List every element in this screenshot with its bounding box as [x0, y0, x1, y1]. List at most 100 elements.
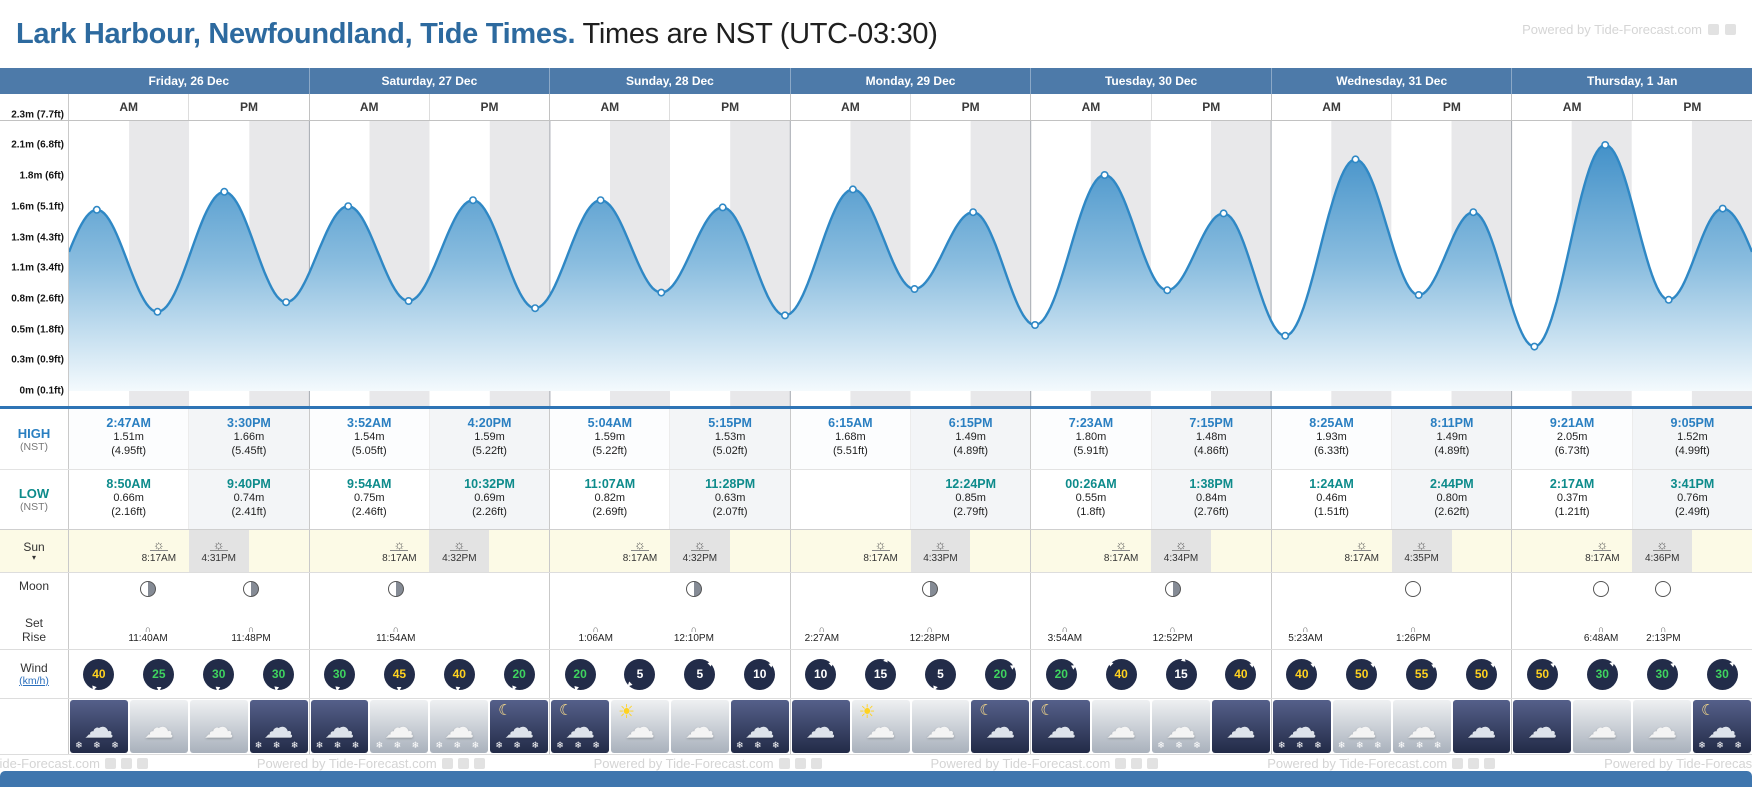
high-tide-time: 5:15PM	[708, 416, 752, 430]
low-tide-time: 2:17AM	[1549, 477, 1595, 491]
footer-watermark[interactable]: Powered by Tide-Forecast.com	[0, 756, 148, 771]
sun-row-label: Sun ▾	[0, 530, 69, 572]
moon-set-rise-time: ∩ 2:27AM	[805, 624, 839, 645]
snow-icon: ❄ ❄ ❄	[315, 740, 364, 750]
wind-direction-arrow: ▲	[88, 682, 99, 695]
wind-speed-badge: 50 ▲	[1466, 658, 1499, 690]
cloud-icon: ☁	[744, 711, 775, 745]
snow-icon: ❄ ❄ ❄	[1157, 740, 1205, 750]
weather-day: ☁ ☀ ☁ ☁ ☾ ☁	[791, 699, 1032, 754]
low-tide-cell: 8:50AM 0.66m (2.16ft)	[69, 470, 190, 529]
low-tide-time: 10:32PM	[464, 477, 515, 491]
cloud-icon: ☁	[504, 711, 535, 745]
high-tide-height-m: 1.80m	[1075, 431, 1107, 443]
ampm-day-group: AM PM	[69, 94, 310, 120]
wind-speed-badge: 15 ▲	[865, 654, 897, 690]
high-tide-time: 5:04AM	[587, 416, 633, 430]
wind-speed-value: 20	[512, 667, 526, 681]
high-tide-height-ft: (6.33ft)	[1314, 445, 1349, 458]
high-label: HIGH	[17, 425, 51, 441]
low-tide-time: 12:24PM	[945, 477, 997, 491]
wind-direction-arrow: ▲	[1367, 658, 1380, 670]
ampm-day-group: AM PM	[1512, 94, 1752, 120]
high-tide-cell: 6:15PM 1.49m (4.89ft)	[911, 409, 1031, 469]
low-tide-time: 1:24AM	[1309, 477, 1354, 491]
low-tide-cell: 1:38PM 0.84m (2.76ft)	[1151, 470, 1271, 529]
footer-watermark-text: Powered by Tide-Forecast.com	[1267, 756, 1448, 771]
cloud-icon: ☁	[1707, 711, 1738, 745]
weather-day: ☾ ☁ ☁ ☁ ❄ ❄ ❄ ☁	[1031, 699, 1272, 754]
moon-arc-icon: ∩	[1061, 624, 1069, 634]
high-tide-cell: 8:25AM 1.93m (6.33ft)	[1272, 409, 1393, 469]
high-tide-time: 3:52AM	[346, 416, 392, 430]
tide-extreme-point	[531, 304, 540, 313]
low-tide-height-m: 0.80m	[1436, 492, 1468, 504]
wind-speed-badge: 15 ▲	[1165, 654, 1197, 690]
high-tide-time: 9:21AM	[1549, 416, 1595, 430]
cloud-icon: ☁	[1527, 711, 1558, 745]
moon-time-label: 2:13PM	[1646, 633, 1681, 644]
cloud-icon: ☁	[444, 711, 475, 745]
high-tide-height-ft: (4.89ft)	[953, 445, 989, 458]
high-tide-height-ft: (4.86ft)	[1193, 445, 1229, 458]
watermark-icon	[1708, 24, 1719, 35]
wind-speed-badge: 10 ▲	[805, 657, 838, 690]
footer-watermark[interactable]: Powered by Tide-Forecast.com	[257, 756, 485, 771]
footer-watermark[interactable]: Powered by Tide-Forecast.com	[1267, 756, 1496, 771]
low-tide-time: 9:40PM	[227, 477, 271, 491]
ampm-header-row: AM PM AM PM AM PM AM PM AM PM AM PM AM PM	[0, 94, 1752, 121]
weather-icon-cloud-snow: ☁ ❄ ❄ ❄	[1152, 700, 1210, 753]
cloud-icon: ☁	[324, 711, 355, 745]
moon-time-label: 11:48PM	[231, 633, 271, 644]
footer-watermark[interactable]: Powered by Tide-Forecast.com	[594, 756, 822, 771]
wind-direction-arrow: ▲	[1548, 658, 1561, 670]
moon-set-rise-time: ∩ 5:23AM	[1288, 625, 1322, 645]
high-tide-height-ft: (4.99ft)	[1674, 445, 1710, 458]
sunrise-icon: ☼	[149, 538, 168, 551]
wind-speed-badge: 5 ▲	[684, 657, 717, 690]
sunset-cell: ☼ 4:31PM	[188, 530, 249, 572]
high-tide-time: 6:15PM	[948, 416, 993, 430]
wind-row-label: Wind (km/h)	[0, 650, 69, 698]
weather-icon-cloud: ☁	[189, 700, 248, 753]
footer-watermark-text: Powered by Tide-Forecast.com	[930, 756, 1111, 771]
tide-extreme-point	[969, 208, 978, 217]
y-axis-label: 0.8m (2.6ft)	[11, 293, 64, 305]
wind-direction-arrow: ▲	[395, 685, 404, 694]
high-tide-height-m: 1.54m	[353, 431, 385, 443]
ampm-header-am: AM	[791, 94, 912, 120]
low-tide-time: 9:54AM	[346, 477, 392, 491]
weather-icon-cloud: ☁	[1452, 700, 1511, 753]
moon-arc-icon: ∩	[1169, 624, 1176, 634]
tide-extreme-point	[1530, 342, 1539, 351]
tide-curve-svg	[69, 121, 1752, 406]
wind-direction-arrow: ▲	[332, 684, 342, 695]
wind-unit-link[interactable]: (km/h)	[19, 675, 49, 687]
cloud-icon: ☁	[1406, 711, 1437, 745]
wind-day: 40 ▲ 25 ▲ 30 ▲ 30 ▲	[69, 650, 310, 698]
y-axis-label: 0.3m (0.9ft)	[11, 354, 64, 366]
footer-watermark[interactable]: Powered by Tide-Forecast.com	[1604, 756, 1752, 771]
high-tide-cell: 2:47AM 1.51m (4.95ft)	[69, 409, 190, 469]
snow-icon: ❄ ❄ ❄	[375, 740, 424, 750]
low-tide-cell	[791, 470, 912, 529]
wind-direction-arrow: ▲	[453, 684, 463, 695]
sun-day: ☼ 8:17AM ☼ 4:35PM	[1272, 530, 1513, 572]
sun-day: ☼ 8:17AM ☼ 4:33PM	[791, 530, 1032, 572]
sunrise-time: 8:17AM	[1585, 552, 1620, 564]
moon-arc-icon: ∩	[1660, 624, 1667, 634]
weather-row-label	[0, 699, 69, 754]
wind-speed-badge: 30 ▲	[1706, 657, 1739, 690]
low-tide-time: 11:28PM	[705, 477, 756, 491]
weather-icon-cloud-snow: ☁ ❄ ❄ ❄	[1332, 700, 1391, 753]
tide-extreme-point	[344, 202, 353, 211]
weather-icon-cloud-snow: ☁ ❄ ❄ ❄	[1392, 700, 1451, 753]
moon-arc-icon: ∩	[247, 624, 255, 634]
moon-arc-icon: ∩	[818, 624, 826, 634]
tide-extreme-point	[1163, 286, 1172, 295]
moon-phase-icon	[140, 581, 157, 597]
footer-watermark[interactable]: Powered by Tide-Forecast.com	[930, 756, 1159, 771]
ampm-day-group: AM PM	[310, 94, 551, 120]
sun-day: ☼ 8:17AM ☼ 4:32PM	[310, 530, 551, 572]
sunset-time: 4:36PM	[1644, 552, 1680, 564]
